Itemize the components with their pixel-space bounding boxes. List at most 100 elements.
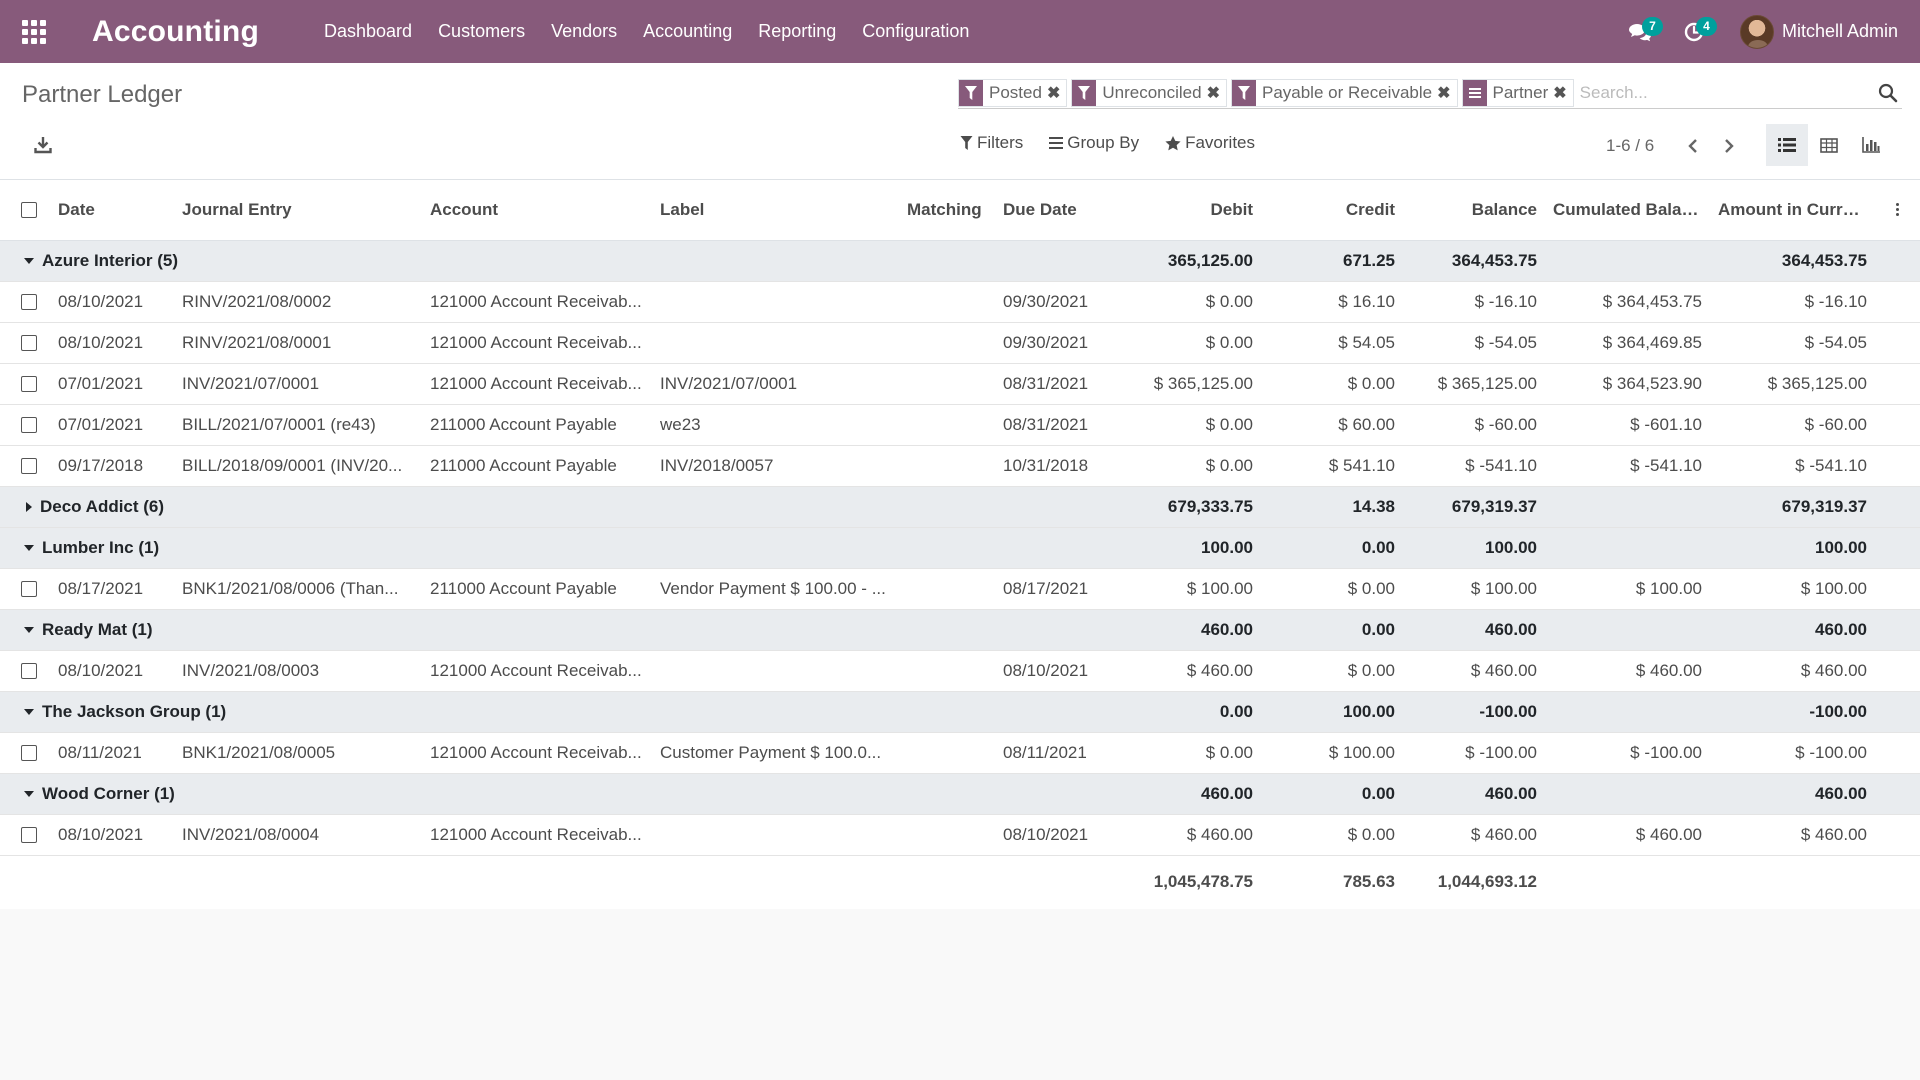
select-all-checkbox[interactable] xyxy=(21,202,37,219)
table-row[interactable]: 08/10/2021 RINV/2021/08/0002 121000 Accoun… xyxy=(0,281,1920,323)
group-name: Azure Interior (5) xyxy=(42,250,179,270)
group-header[interactable]: Lumber Inc (1) xyxy=(0,527,1119,569)
row-select-cell[interactable] xyxy=(0,363,50,405)
row-checkbox[interactable] xyxy=(21,335,37,352)
pager-next-button[interactable] xyxy=(1714,133,1744,159)
row-checkbox[interactable] xyxy=(21,581,37,598)
nav-item-configuration[interactable]: Configuration xyxy=(862,21,970,41)
row-select-cell[interactable] xyxy=(0,732,50,774)
pivot-view-button[interactable] xyxy=(1808,124,1850,166)
search-bar: Posted ✖ Unreconciled ✖ Payable or Recei… xyxy=(958,77,1902,109)
table-row[interactable]: 08/10/2021 RINV/2021/08/0001 121000 Accoun… xyxy=(0,322,1920,364)
row-select-cell[interactable] xyxy=(0,650,50,692)
column-header-journal-entry[interactable]: Journal Entry xyxy=(174,180,422,241)
table-icon xyxy=(1820,137,1838,153)
systray: 7 4 Mitchell Admin xyxy=(1618,0,1920,63)
column-header-date[interactable]: Date xyxy=(50,180,174,241)
table-row[interactable]: 07/01/2021 INV/2021/07/0001 121000 Account… xyxy=(0,363,1920,405)
apps-menu-icon[interactable] xyxy=(0,0,68,63)
row-checkbox[interactable] xyxy=(21,827,37,844)
group-row[interactable]: Wood Corner (1) 460.00 0.00 460.00 460.00 xyxy=(0,773,1920,815)
nav-item-dashboard[interactable]: Dashboard xyxy=(324,21,413,41)
group-header[interactable]: The Jackson Group (1) xyxy=(0,691,1119,733)
column-header-cumulated-balance[interactable]: Cumulated Balan... xyxy=(1545,180,1710,241)
search-facet-payable-receivable: Payable or Receivable ✖ xyxy=(1230,78,1458,107)
cell-cumulated-balance: $ 460.00 xyxy=(1545,650,1710,692)
activity-menu[interactable]: 4 xyxy=(1672,0,1717,63)
row-select-cell[interactable] xyxy=(0,404,50,446)
list-view-button[interactable] xyxy=(1766,124,1808,166)
graph-view-button[interactable] xyxy=(1850,124,1892,166)
row-checkbox[interactable] xyxy=(21,745,37,762)
column-header-matching[interactable]: Matching xyxy=(899,180,995,241)
table-row[interactable]: 08/11/2021 BNK1/2021/08/0005 121000 Accoun… xyxy=(0,732,1920,774)
nav-item-vendors[interactable]: Vendors xyxy=(551,21,618,41)
nav-item-accounting[interactable]: Accounting xyxy=(643,21,733,41)
table-row[interactable]: 09/17/2018 BILL/2018/09/0001 (INV/20... 21… xyxy=(0,445,1920,487)
caret-down-icon xyxy=(24,791,34,798)
nav-item-reporting[interactable]: Reporting xyxy=(758,21,837,41)
group-header[interactable]: Wood Corner (1) xyxy=(0,773,1119,815)
app-title[interactable]: Accounting xyxy=(92,14,259,48)
table-row[interactable]: 07/01/2021 BILL/2021/07/0001 (re43) 211000… xyxy=(0,404,1920,446)
table-row[interactable]: 08/10/2021 INV/2021/08/0003 121000 Account… xyxy=(0,650,1920,692)
row-select-cell[interactable] xyxy=(0,568,50,610)
export-button[interactable] xyxy=(30,132,56,158)
filter-icon xyxy=(959,79,983,106)
table-row[interactable]: 08/10/2021 INV/2021/08/0004 121000 Account… xyxy=(0,814,1920,856)
pager-value[interactable]: 1-6 / 6 xyxy=(1606,136,1655,155)
row-select-cell[interactable] xyxy=(0,322,50,364)
cell-debit: $ 0.00 xyxy=(1119,445,1261,487)
row-checkbox[interactable] xyxy=(21,663,37,680)
group-by-button[interactable]: Group By xyxy=(1049,133,1139,153)
column-header-label[interactable]: Label xyxy=(652,180,899,241)
group-cumulated-empty xyxy=(1545,773,1710,815)
optional-columns-toggle[interactable] xyxy=(1875,180,1920,241)
column-header-amount-currency[interactable]: Amount in Currency xyxy=(1710,180,1875,241)
cell-debit: $ 365,125.00 xyxy=(1119,363,1261,405)
cell-due-date: 08/10/2021 xyxy=(995,814,1119,856)
row-checkbox[interactable] xyxy=(21,376,37,393)
column-header-balance[interactable]: Balance xyxy=(1403,180,1545,241)
cell-date: 08/10/2021 xyxy=(50,814,174,856)
filter-icon xyxy=(1231,79,1256,106)
row-select-cell[interactable] xyxy=(0,814,50,856)
row-checkbox[interactable] xyxy=(21,417,37,434)
row-checkbox[interactable] xyxy=(21,294,37,311)
facet-remove-icon[interactable]: ✖ xyxy=(1206,84,1220,102)
column-header-due-date[interactable]: Due Date xyxy=(995,180,1119,241)
cell-matching xyxy=(899,650,995,692)
select-all-cell[interactable] xyxy=(0,180,50,241)
cell-account: 121000 Account Receivab... xyxy=(422,814,652,856)
row-select-cell[interactable] xyxy=(0,445,50,487)
row-checkbox[interactable] xyxy=(21,458,37,475)
favorites-button[interactable]: Favorites xyxy=(1165,133,1255,153)
facet-remove-icon[interactable]: ✖ xyxy=(1437,84,1451,102)
group-row[interactable]: Lumber Inc (1) 100.00 0.00 100.00 100.00 xyxy=(0,527,1920,569)
group-cumulated-empty xyxy=(1545,691,1710,733)
row-select-cell[interactable] xyxy=(0,281,50,323)
pager-previous-button[interactable] xyxy=(1678,133,1708,159)
group-header[interactable]: Azure Interior (5) xyxy=(0,240,1119,282)
favorites-label: Favorites xyxy=(1185,133,1256,152)
group-row[interactable]: Ready Mat (1) 460.00 0.00 460.00 460.00 xyxy=(0,609,1920,651)
table-row[interactable]: 08/17/2021 BNK1/2021/08/0006 (Than... 2110… xyxy=(0,568,1920,610)
group-row[interactable]: Azure Interior (5) 365,125.00 671.25 364,45… xyxy=(0,240,1920,282)
search-icon[interactable] xyxy=(1878,83,1898,103)
group-cumulated-empty xyxy=(1545,527,1710,569)
group-header[interactable]: Ready Mat (1) xyxy=(0,609,1119,651)
column-header-debit[interactable]: Debit xyxy=(1119,180,1261,241)
column-header-credit[interactable]: Credit xyxy=(1261,180,1403,241)
facet-remove-icon[interactable]: ✖ xyxy=(1553,84,1567,102)
group-header[interactable]: Deco Addict (6) xyxy=(0,486,1119,528)
group-row[interactable]: The Jackson Group (1) 0.00 100.00 -100.00 -1… xyxy=(0,691,1920,733)
column-header-account[interactable]: Account xyxy=(422,180,652,241)
facet-remove-icon[interactable]: ✖ xyxy=(1046,84,1061,102)
messaging-menu[interactable]: 7 xyxy=(1618,0,1663,63)
search-input[interactable] xyxy=(1577,78,1902,107)
filters-button[interactable]: Filters xyxy=(960,133,1023,153)
nav-item-customers[interactable]: Customers xyxy=(438,21,526,41)
cell-balance: $ -16.10 xyxy=(1403,281,1545,323)
group-row[interactable]: Deco Addict (6) 679,333.75 14.38 679,319.37… xyxy=(0,486,1920,528)
user-menu[interactable]: Mitchell Admin xyxy=(1739,14,1898,49)
